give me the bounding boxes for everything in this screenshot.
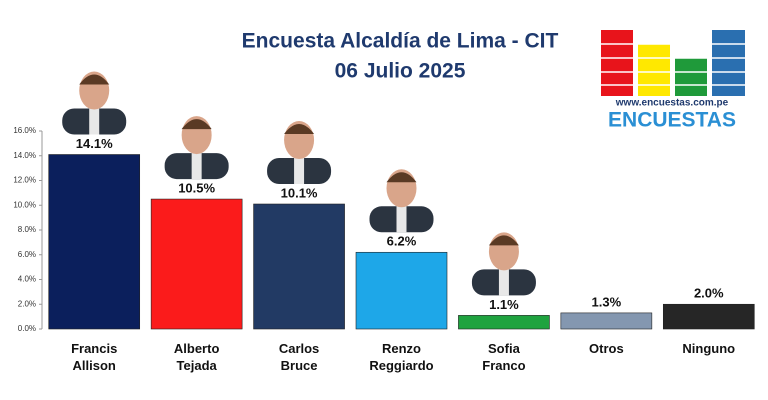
x-tick-label: Francis Allison [71,341,118,373]
logo-name: ENCUESTAS [608,109,736,132]
chart-title: Encuesta Alcaldía de Lima - CIT [242,30,559,53]
candidate-photo [369,169,434,233]
y-tick-label: 12.0% [13,176,36,185]
chart-subtitle: 06 Julio 2025 [335,60,466,83]
value-label: 10.1% [281,185,318,200]
y-tick-label: 4.0% [18,275,36,284]
x-tick-label: Alberto Tejada [173,341,220,373]
y-tick-label: 8.0% [18,225,36,234]
y-tick-label: 14.0% [13,151,36,160]
x-tick-label: Sofia Franco [482,341,526,373]
value-label: 6.2% [387,234,417,249]
bar [355,251,448,330]
y-tick-label: 16.0% [13,126,36,135]
value-label: 1.1% [489,297,519,312]
logo-url: www.encuestas.com.pe [615,98,729,109]
bar [458,315,550,330]
x-tick-label: Carlos Bruce [278,341,320,373]
candidate-photo [62,71,127,135]
x-tick-label: Otros [589,341,624,356]
x-tick-label: Ninguno [682,341,736,356]
candidate-photo [164,116,229,180]
bar [150,198,243,330]
bar [253,203,345,330]
value-label: 10.5% [178,181,215,196]
y-tick-label: 6.0% [18,250,36,259]
bar [48,154,141,330]
candidate-photo [471,232,536,296]
y-tick-label: 0.0% [18,324,36,333]
y-tick-label: 2.0% [18,299,36,308]
bar [560,312,653,330]
value-label: 2.0% [694,286,724,301]
y-tick-label: 10.0% [13,200,36,209]
x-tick-label: Renzo Reggiardo [369,341,434,373]
value-label: 14.1% [76,136,113,151]
logo-graphic [600,30,746,96]
value-label: 1.3% [592,294,622,309]
bar [662,303,755,330]
candidate-photo [267,121,332,185]
